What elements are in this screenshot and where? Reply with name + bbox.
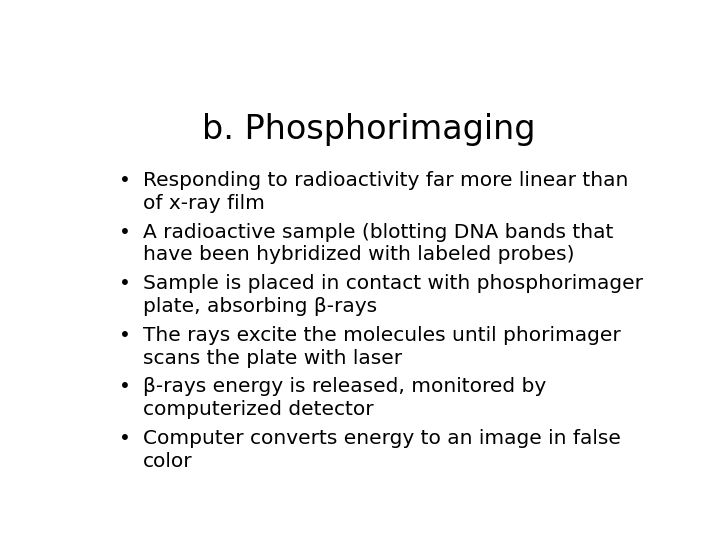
Text: The rays excite the molecules until phorimager
scans the plate with laser: The rays excite the molecules until phor… xyxy=(143,326,621,368)
Text: •: • xyxy=(120,274,131,293)
Text: A radioactive sample (blotting DNA bands that
have been hybridized with labeled : A radioactive sample (blotting DNA bands… xyxy=(143,222,613,265)
Text: b. Phosphorimaging: b. Phosphorimaging xyxy=(202,112,536,146)
Text: Computer converts energy to an image in false
color: Computer converts energy to an image in … xyxy=(143,429,621,471)
Text: Responding to radioactivity far more linear than
of x-ray film: Responding to radioactivity far more lin… xyxy=(143,171,628,213)
Text: •: • xyxy=(120,326,131,345)
Text: β-rays energy is released, monitored by
computerized detector: β-rays energy is released, monitored by … xyxy=(143,377,546,419)
Text: •: • xyxy=(120,429,131,448)
Text: Sample is placed in contact with phosphorimager
plate, absorbing β-rays: Sample is placed in contact with phospho… xyxy=(143,274,643,316)
Text: •: • xyxy=(120,222,131,242)
Text: •: • xyxy=(120,377,131,396)
Text: •: • xyxy=(120,171,131,190)
